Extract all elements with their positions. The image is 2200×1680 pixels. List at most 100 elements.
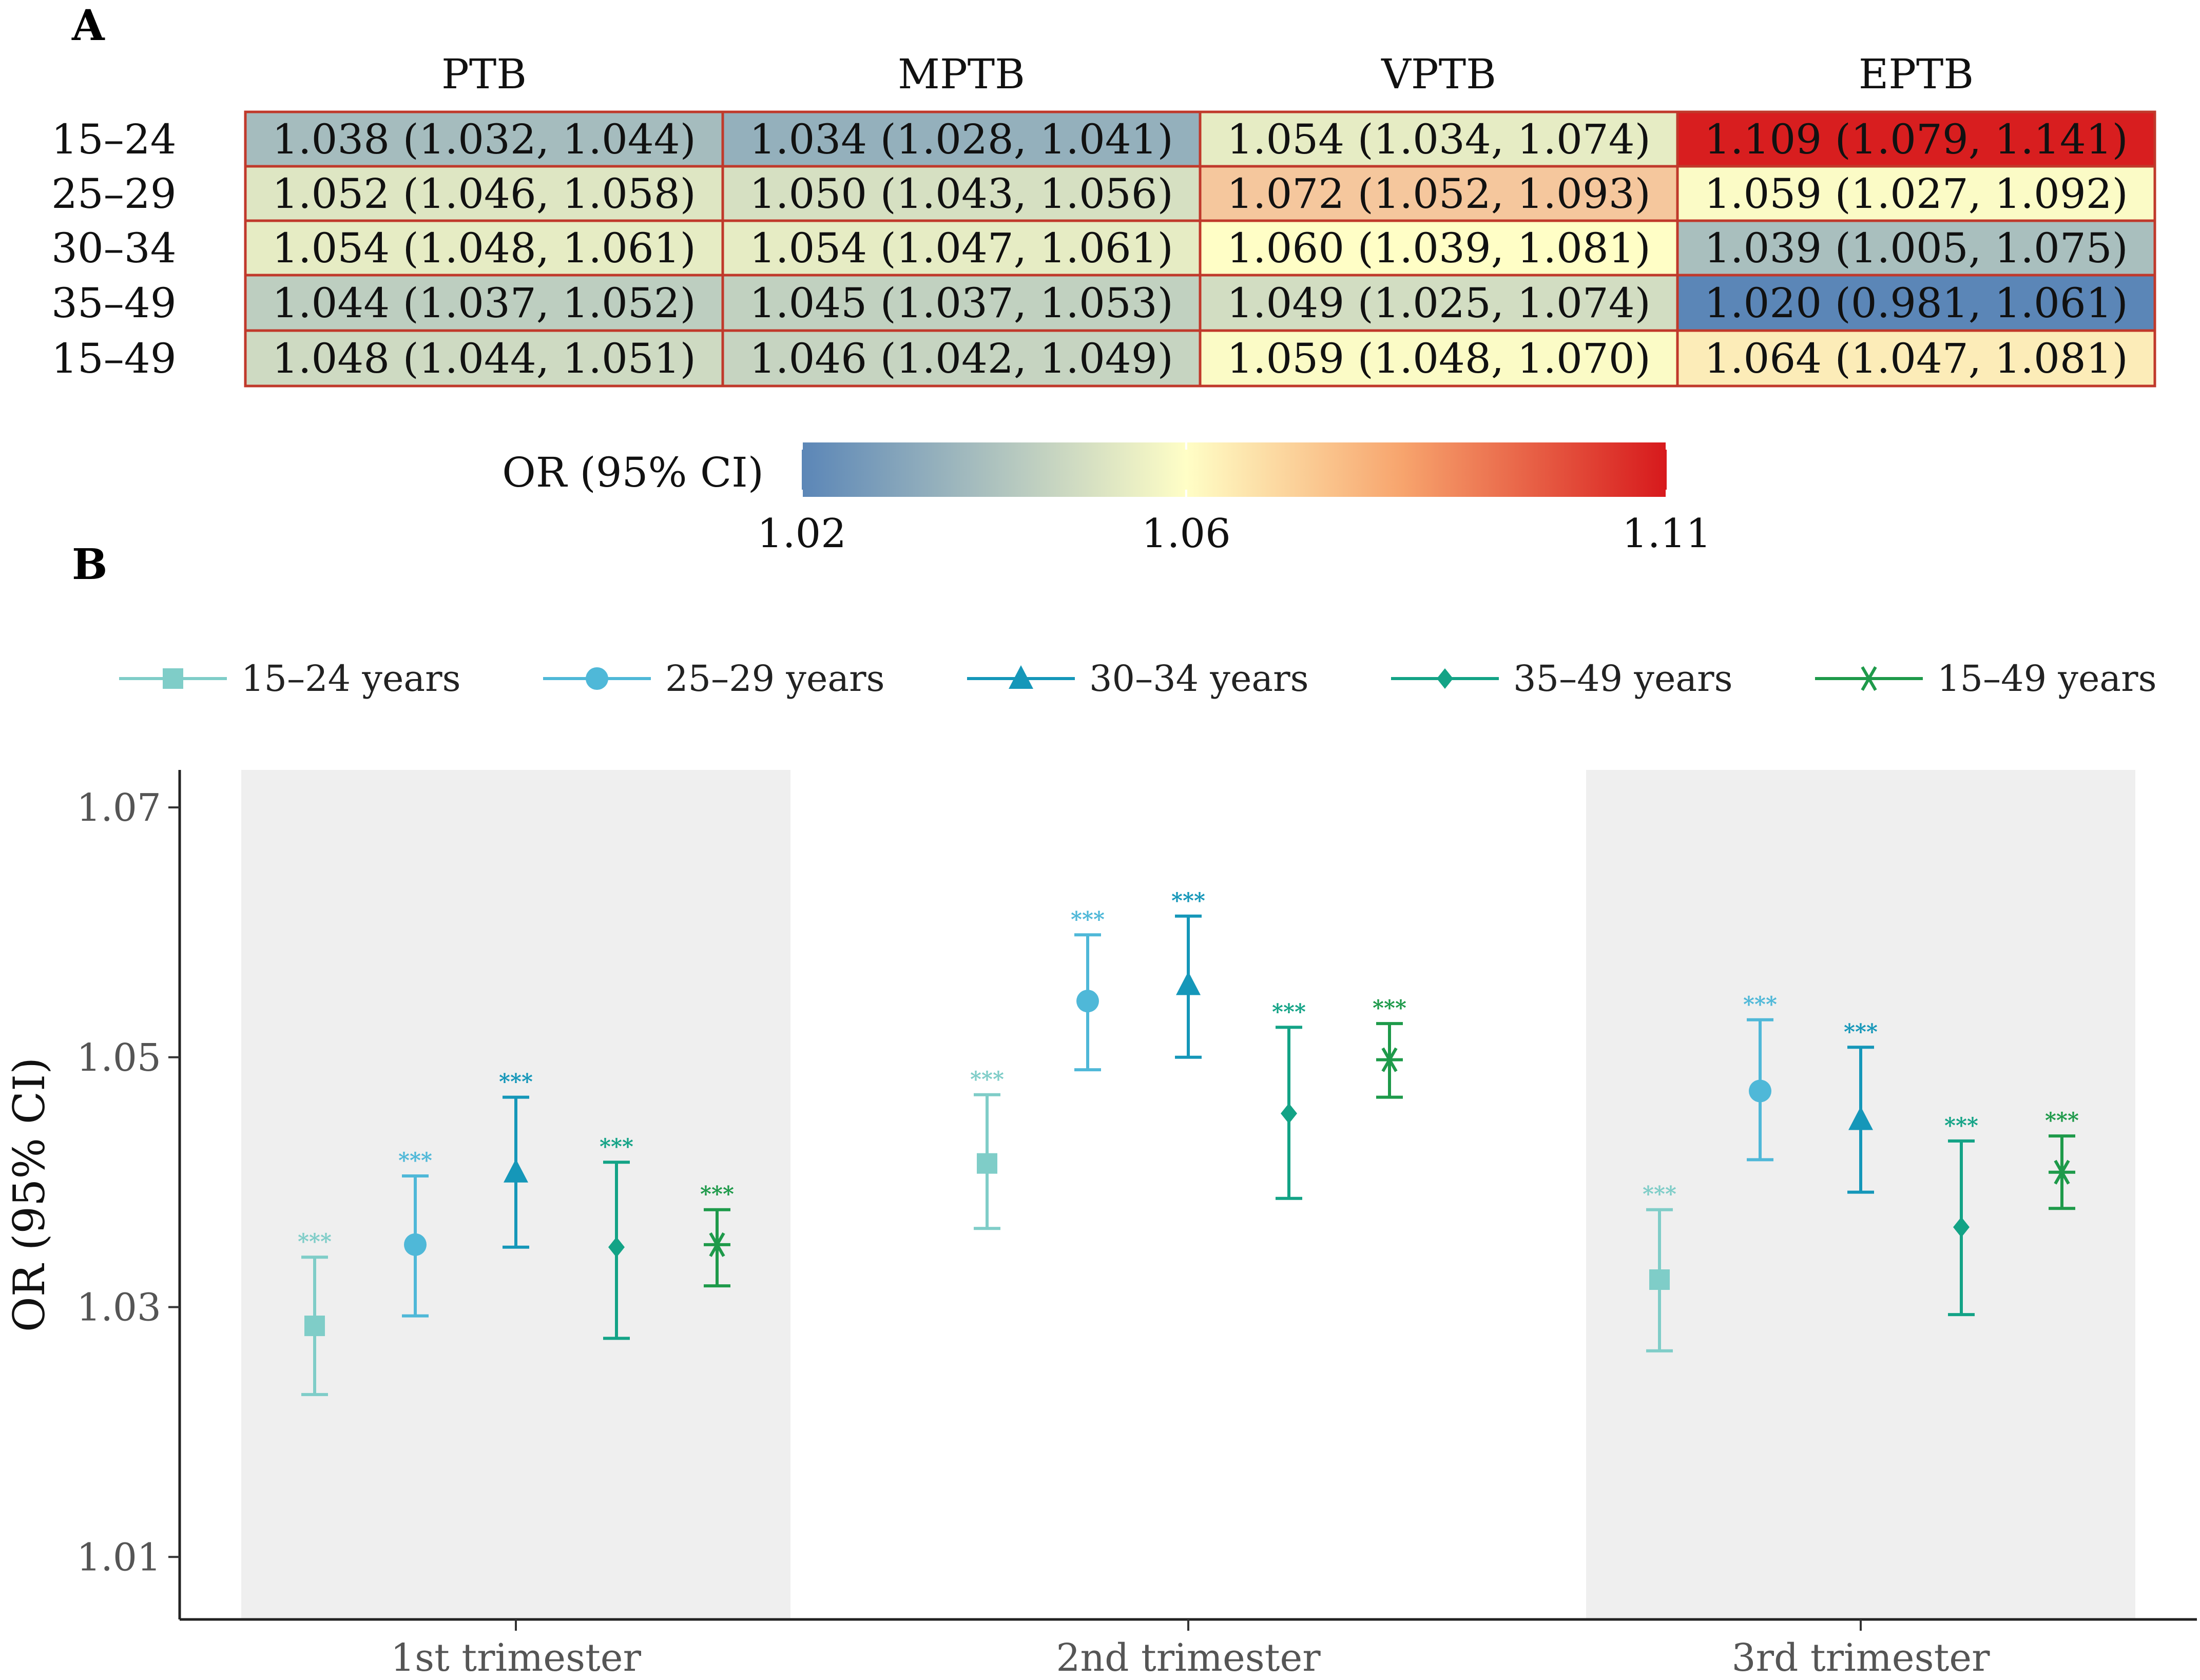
panel-b-label: B [72,540,107,589]
significance-label: *** [1844,1019,1878,1044]
point-range-mark: *** [1071,906,1105,1072]
marker-square [977,1153,997,1174]
y-axis-title: OR (95% CI) [4,1057,54,1332]
legend-label: 15–49 years [1937,658,2157,700]
significance-label: *** [1272,999,1306,1024]
row-header: 35–49 [51,279,177,327]
legend-label: 30–34 years [1089,658,1309,700]
heatmap-cell [1676,110,2156,168]
significance-label: *** [1743,992,1777,1017]
x-tick-label: 3rd trimester [1732,1636,1991,1680]
marker-circle [586,667,608,690]
heatmap-cell-value: 1.072 (1.052, 1.093) [1227,170,1651,218]
point-range-mark: *** [700,1182,734,1288]
point-range-mark: *** [1643,1182,1676,1353]
trimester-band [1586,770,2135,1619]
point-range-mark: *** [398,1148,432,1318]
legend-label: 35–49 years [1513,658,1733,700]
significance-label: *** [970,1067,1004,1092]
heatmap-cell-value: 1.038 (1.032, 1.044) [272,115,696,163]
heatmap-cell [244,329,724,388]
marker-square [1649,1269,1670,1290]
point-range-mark: *** [499,1069,533,1249]
point-range-mark: *** [600,1134,633,1340]
row-header: 15–24 [51,115,177,163]
marker-asterisk-stroke [1381,1047,1398,1072]
row-header: 25–29 [51,170,177,218]
marker-triangle [1176,971,1201,995]
point-range-mark: *** [1844,1019,1878,1194]
heatmap-cell [1676,165,2156,222]
marker-circle [1749,1079,1771,1103]
y-tick-label: 1.05 [76,1036,161,1080]
heatmap-cell [1676,274,2156,332]
significance-label: *** [298,1229,332,1254]
y-tick-label: 1.03 [76,1286,161,1330]
marker-asterisk-stroke [1861,666,1877,691]
heatmap-cell [721,110,1202,168]
heatmap-cell-value: 1.054 (1.048, 1.061) [272,224,696,272]
heatmap-cell-value: 1.039 (1.005, 1.075) [1704,224,2128,272]
marker-diamond [608,1237,625,1258]
colorbar: OR (95% CI) 1.02 1.06 1.11 [502,442,1711,557]
colorbar-gradient [802,442,1667,497]
heatmap-panel: A PTB MPTB VPTB EPTB 15–24 1.038 (1.032, 1.044… [51,1,2156,388]
legend-item: 25–29 years [543,658,885,700]
heatmap-cell-value: 1.060 (1.039, 1.081) [1227,224,1651,272]
heatmap-cell-value: 1.046 (1.042, 1.049) [749,335,1173,382]
legend-item: 15–49 years [1815,658,2157,700]
heatmap-cell-value: 1.034 (1.028, 1.041) [749,115,1173,163]
column-header-vptb: VPTB [1381,50,1496,98]
column-header-eptb: EPTB [1859,50,1974,98]
point-range-mark: *** [1743,992,1777,1162]
row-header: 15–49 [51,335,177,382]
heatmap-cell [721,274,1202,332]
heatmap-cell-value: 1.052 (1.046, 1.058) [272,170,696,218]
marker-asterisk-stroke [2054,1160,2070,1185]
heatmap-cell-value: 1.054 (1.047, 1.061) [749,224,1173,272]
heatmap-cell [721,219,1202,277]
heatmap-cell-value: 1.064 (1.047, 1.081) [1704,335,2128,382]
heatmap-cell-value: 1.044 (1.037, 1.052) [272,279,696,327]
significance-label: *** [1171,888,1205,913]
point-range-mark: *** [970,1067,1004,1230]
heatmap-cell-value: 1.049 (1.025, 1.074) [1227,279,1651,327]
point-range-mark: *** [1373,995,1406,1099]
point-range-mark: *** [1171,888,1205,1059]
significance-label: *** [1643,1182,1676,1207]
colorbar-tick-label: 1.06 [1142,511,1231,557]
heatmap-cell [1676,219,2156,277]
marker-square [163,668,183,689]
marker-triangle [1848,1106,1873,1130]
row-header: 30–34 [51,224,177,272]
marker-diamond [1953,1216,1970,1238]
heatmap-cell-value: 1.048 (1.044, 1.051) [272,335,696,382]
panel-a-label: A [71,1,105,50]
column-header-ptb: PTB [441,50,527,98]
significance-label: *** [1071,906,1105,932]
significance-label: *** [499,1069,533,1094]
legend: 15–24 years 25–29 years 30–34 years 35–49 y… [119,658,2157,700]
marker-asterisk-stroke [709,1232,725,1257]
legend-item: 30–34 years [967,658,1309,700]
heatmap-cell-value: 1.059 (1.048, 1.070) [1227,335,1651,382]
colorbar-title: OR (95% CI) [502,449,764,496]
colorbar-tick-label: 1.02 [757,511,846,557]
significance-label: *** [1944,1113,1978,1138]
heatmap-cell-value: 1.020 (0.981, 1.061) [1704,279,2128,327]
marker-diamond [1437,668,1453,689]
x-tick-label: 1st trimester [391,1636,642,1680]
point-range-mark: *** [2045,1108,2079,1210]
point-range-mark: *** [298,1229,332,1396]
heatmap-cell [1199,329,1679,388]
heatmap-cell-value: 1.109 (1.079, 1.141) [1704,115,2128,163]
marker-triangle [1009,665,1033,689]
legend-label: 25–29 years [665,658,885,700]
heatmap-cell-value: 1.050 (1.043, 1.056) [749,170,1173,218]
colorbar-tick-label: 1.11 [1622,511,1711,557]
marker-circle [404,1233,427,1256]
marker-diamond [1281,1103,1297,1124]
column-header-mptb: MPTB [898,50,1025,98]
marker-circle [1076,990,1099,1013]
